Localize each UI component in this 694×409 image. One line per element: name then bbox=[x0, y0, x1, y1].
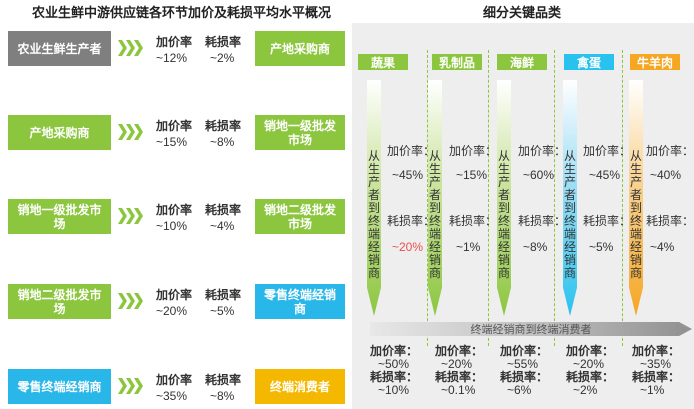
markup-value: ~60% bbox=[523, 168, 555, 182]
retail-markup-value: ~35% bbox=[640, 357, 672, 371]
stage-primary-wholesale: 销地一级批发市场 bbox=[255, 115, 345, 150]
arrow-text: 从生产者到终端经销商 bbox=[497, 149, 510, 280]
loss-label: 耗损率 bbox=[205, 35, 242, 49]
stage-secondary-wholesale-src: 销地二级批发市场 bbox=[8, 284, 111, 319]
loss-label: 耗损率： bbox=[646, 214, 694, 228]
markup-label: 加价率： bbox=[387, 144, 436, 158]
loss-label: 耗损率： bbox=[500, 370, 549, 384]
stage-consumer: 终端消费者 bbox=[255, 369, 345, 404]
markup-label: 加价率： bbox=[518, 144, 567, 158]
arrow-text: 从生产者到终端经销商 bbox=[629, 149, 642, 280]
markup-label: 加价率 bbox=[156, 119, 193, 133]
loss-label: 耗损率： bbox=[583, 214, 632, 228]
down-arrow-icon bbox=[563, 80, 577, 316]
markup-label: 加价率： bbox=[632, 344, 681, 358]
arrow-text: 从生产者到终端经销商 bbox=[563, 149, 576, 280]
markup-value: ~15% bbox=[156, 135, 188, 149]
retail-markup-value: ~55% bbox=[507, 357, 539, 371]
loss-label: 耗损率： bbox=[435, 370, 484, 384]
down-arrow-icon bbox=[428, 80, 442, 316]
markup-label: 加价率： bbox=[500, 344, 549, 358]
stage-producer: 农业生鲜生产者 bbox=[8, 31, 111, 66]
markup-value: ~15% bbox=[456, 168, 488, 182]
divider bbox=[488, 50, 489, 346]
loss-label: 耗损率 bbox=[205, 373, 242, 387]
markup-label: 加价率 bbox=[156, 203, 193, 217]
loss-value: ~8% bbox=[523, 240, 548, 254]
retail-loss-value: ~6% bbox=[507, 383, 532, 397]
loss-label: 耗损率： bbox=[370, 370, 419, 384]
arrow-text: 从生产者到终端经销商 bbox=[367, 149, 380, 280]
loss-label: 耗损率 bbox=[205, 119, 242, 133]
loss-label: 耗损率 bbox=[205, 203, 242, 217]
chart-title: 农业生鲜中游供应链各环节加价及耗损平均水平概况 bbox=[32, 5, 332, 20]
stage-origin-buyer: 产地采购商 bbox=[255, 31, 345, 66]
down-arrow-icon bbox=[367, 80, 381, 316]
markup-label: 加价率 bbox=[156, 373, 193, 387]
divider bbox=[622, 50, 623, 346]
loss-label: 耗损率： bbox=[449, 214, 498, 228]
markup-value: ~12% bbox=[156, 51, 188, 65]
category-beef-mutton: 牛羊肉 bbox=[630, 54, 680, 70]
markup-value: ~40% bbox=[650, 168, 682, 182]
loss-label: 耗损率： bbox=[387, 214, 436, 228]
flow-arrow-icon bbox=[118, 378, 143, 394]
markup-value: ~45% bbox=[392, 168, 424, 182]
markup-value: ~35% bbox=[156, 389, 188, 403]
loss-label: 耗损率： bbox=[566, 370, 615, 384]
stage-origin-buyer-src: 产地采购商 bbox=[8, 115, 111, 150]
retail-loss-value: ~2% bbox=[573, 383, 598, 397]
loss-value: ~4% bbox=[650, 240, 675, 254]
divider bbox=[427, 50, 428, 346]
flow-arrow-icon bbox=[118, 293, 143, 309]
retail-markup-value: ~20% bbox=[441, 357, 473, 371]
flow-arrow-icon bbox=[118, 40, 143, 56]
markup-label: 加价率： bbox=[646, 144, 694, 158]
arrow-text: 从生产者到终端经销商 bbox=[428, 149, 441, 280]
category-seafood: 海鲜 bbox=[497, 54, 547, 70]
loss-value: ~2% bbox=[210, 51, 235, 65]
loss-label: 耗损率： bbox=[632, 370, 681, 384]
loss-label: 耗损率 bbox=[205, 288, 242, 302]
markup-value: ~20% bbox=[156, 304, 188, 318]
retail-loss-value: ~10% bbox=[378, 383, 410, 397]
stage-secondary-wholesale: 销地二级批发市场 bbox=[255, 199, 345, 234]
markup-value: ~10% bbox=[156, 219, 188, 233]
retail-markup-value: ~20% bbox=[573, 357, 605, 371]
down-arrow-icon bbox=[497, 80, 511, 316]
loss-value: ~4% bbox=[210, 219, 235, 233]
loss-value: ~20% bbox=[392, 240, 424, 254]
loss-value: ~1% bbox=[456, 240, 481, 254]
stage-retailer-src: 零售终端经销商 bbox=[8, 369, 111, 404]
loss-value: ~8% bbox=[210, 135, 235, 149]
loss-value: ~5% bbox=[210, 304, 235, 318]
retail-loss-value: ~0.1% bbox=[441, 383, 476, 397]
retail-loss-value: ~1% bbox=[640, 383, 665, 397]
flow-arrow-icon bbox=[118, 124, 143, 140]
category-poultry-eggs: 禽蛋 bbox=[564, 54, 614, 70]
markup-label: 加价率： bbox=[449, 144, 498, 158]
retail-markup-value: ~50% bbox=[378, 357, 410, 371]
stage-retailer: 零售终端经销商 bbox=[255, 284, 345, 319]
divider bbox=[554, 50, 555, 346]
markup-label: 加价率 bbox=[156, 288, 193, 302]
loss-value: ~8% bbox=[210, 389, 235, 403]
markup-label: 加价率： bbox=[370, 344, 419, 358]
markup-label: 加价率： bbox=[583, 144, 632, 158]
category-vegetables-fruit: 蔬果 bbox=[358, 54, 408, 70]
flow-arrow-icon bbox=[118, 208, 143, 224]
markup-value: ~45% bbox=[589, 168, 621, 182]
loss-label: 耗损率： bbox=[518, 214, 567, 228]
retail-to-consumer-banner: 终端经销商到终端消费者 bbox=[370, 322, 692, 336]
category-dairy: 乳制品 bbox=[432, 54, 482, 70]
markup-label: 加价率 bbox=[156, 35, 193, 49]
section-title: 细分关键品类 bbox=[483, 5, 562, 20]
markup-label: 加价率： bbox=[566, 344, 615, 358]
stage-primary-wholesale-src: 销地一级批发市场 bbox=[8, 199, 111, 234]
markup-label: 加价率： bbox=[435, 344, 484, 358]
loss-value: ~5% bbox=[589, 240, 614, 254]
down-arrow-icon bbox=[629, 80, 643, 316]
